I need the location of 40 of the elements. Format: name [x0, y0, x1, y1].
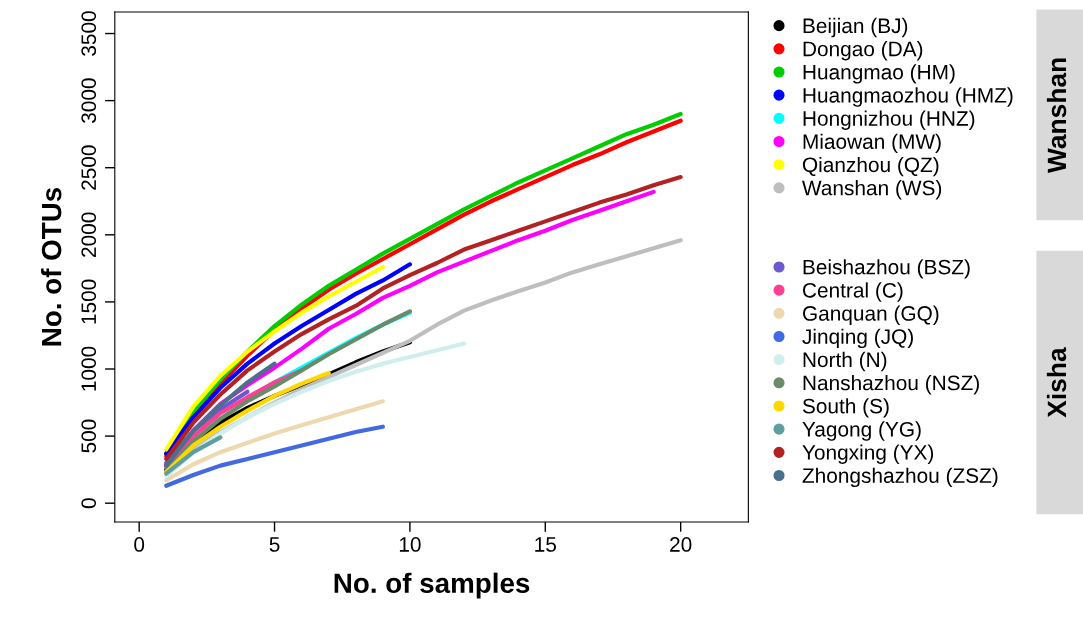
line-series	[164, 361, 277, 468]
y-tick-label: 0	[81, 498, 97, 509]
legend-label: Central (C)	[802, 282, 903, 302]
legend-label: Huangmaozhou (HMZ)	[803, 87, 1013, 107]
y-tick-label: 2000	[81, 212, 97, 257]
legend-label: North (N)	[803, 351, 887, 372]
text: Wanshan	[1046, 58, 1067, 174]
legend-label: Ganquan (GQ)	[802, 305, 939, 325]
legend-label: Beijian (BJ)	[803, 17, 908, 38]
legend-label: Dongao (DA)	[803, 41, 923, 61]
legend-label: Wanshan (WS)	[802, 180, 942, 200]
y-tick-label: 1500	[81, 279, 97, 324]
legend-label: Nanshazhou (NSZ)	[803, 375, 979, 395]
legend-label: Qianzhou (QZ)	[802, 156, 939, 177]
line-series	[164, 370, 331, 475]
legend-label: Jinqing (JQ)	[802, 328, 913, 349]
text: Xisha	[1046, 347, 1067, 418]
x-tick-label: 15	[535, 537, 556, 552]
line-series	[164, 309, 413, 474]
x-tick-label: 10	[399, 537, 421, 552]
line-series	[164, 399, 385, 483]
legend-label: Hongnizhou (HNZ)	[803, 110, 975, 130]
y-tick-label: 2500	[81, 145, 97, 190]
y-axis-title: No. of OTUs	[41, 187, 62, 346]
y-tick-label: 3500	[81, 11, 97, 56]
legend-label: Beishazhou (BSZ)	[803, 259, 970, 279]
legend-label: Huangmao (HM)	[803, 64, 955, 84]
legend-label: Yongxing (YX)	[802, 444, 934, 464]
legend-label: Miaowan (MW)	[803, 133, 941, 154]
legend-label: Zhongshazhou (ZSZ)	[802, 467, 998, 488]
line-series	[164, 424, 385, 488]
legend-label: Yagong (YG)	[802, 421, 921, 441]
y-tick-label: 3000	[81, 78, 97, 123]
x-tick-label: 20	[670, 537, 692, 552]
y-tick-label: 1000	[81, 346, 97, 391]
y-tick-label: 500	[81, 419, 97, 453]
legend-label: South (S)	[802, 398, 889, 418]
x-axis-title: No. of samples	[334, 572, 530, 599]
x-tick-label: 5	[269, 537, 280, 552]
x-tick-label: 0	[134, 537, 145, 552]
